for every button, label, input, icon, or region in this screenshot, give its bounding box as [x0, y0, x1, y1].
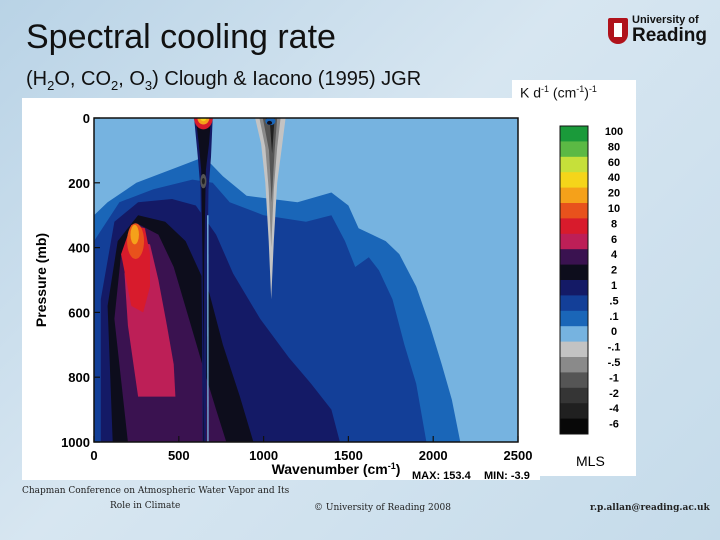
y-tick-label: 200: [68, 176, 90, 191]
slide-subtitle: (H2O, CO2, O3) Clough & Iacono (1995) JG…: [26, 68, 422, 93]
colorbar-swatch: [560, 310, 588, 327]
colorbar-level-label: 80: [608, 141, 620, 153]
colorbar-frame: [559, 125, 589, 435]
x-tick-label: 2500: [504, 448, 533, 463]
colorbar-swatch: [560, 387, 588, 404]
colorbar-level-label: 20: [608, 188, 620, 200]
max-label: MAX: 153.4: [412, 470, 472, 482]
slide-title: Spectral cooling rate: [26, 18, 336, 56]
colorbar-swatch: [560, 249, 588, 266]
colorbar-level-label: 1: [611, 280, 617, 292]
profile-label: MLS: [576, 453, 605, 469]
footer-conference-line2: Role in Climate: [110, 501, 181, 511]
colorbar-swatch: [560, 357, 588, 373]
colorbar-swatch: [560, 264, 588, 281]
o3-band-neg-4: [265, 118, 275, 154]
y-axis-label: Pressure (mb): [33, 233, 49, 327]
colorbar-swatch: [560, 156, 588, 173]
colorbar-level-label: 60: [608, 157, 620, 169]
co2-band-core: [195, 118, 211, 442]
colorbar-swatch: [560, 187, 588, 204]
y-axis: 0 200 400 600 800 1000: [61, 111, 100, 450]
colorbar-level-label: -.1: [608, 342, 621, 354]
colorbar-swatch: [560, 233, 588, 250]
colorbar-level-label: .1: [609, 311, 618, 323]
colorbar-swatch: [560, 218, 588, 235]
colorbar-swatch: [560, 418, 588, 435]
colorbar-swatch: [560, 126, 588, 142]
colorbar-level-label: 4: [611, 249, 618, 261]
o3-band-top-core: [266, 120, 273, 125]
co2-band-gap: [207, 215, 209, 442]
colorbar-swatch: [560, 172, 588, 189]
y-tick-label: 0: [83, 111, 90, 126]
o3-band-neg-0.5: [259, 118, 281, 248]
x-axis: 0 500 1000 1500 2000 2500: [90, 436, 532, 463]
y-tick-label: 800: [68, 370, 90, 385]
contour-20: [130, 224, 139, 245]
colorbar-level-label: 0: [611, 326, 617, 338]
x-tick-label: 0: [90, 448, 97, 463]
colorbar-level-label: -2: [609, 388, 619, 400]
colorbar-swatch: [560, 280, 588, 296]
university-logo: University of Reading: [608, 14, 708, 50]
crest-icon: [608, 18, 628, 44]
footer-conference-line1: Chapman Conference on Atmospheric Water …: [22, 486, 290, 496]
co2-band-top-40: [200, 118, 207, 122]
plot-frame: [93, 117, 519, 443]
colorbar: 100 80 60 40 20 10 8 6 4 2 1 .5 .1 0 -.1 -.5 -1 -2 -4 -6: [559, 125, 623, 435]
min-label: MIN: -3.9: [484, 470, 530, 482]
colorbar-level-label: 6: [611, 234, 617, 246]
colorbar-swatch: [560, 295, 588, 312]
footer-email[interactable]: r.p.allan@reading.ac.uk: [590, 503, 710, 513]
colorbar-swatch: [560, 341, 588, 358]
colorbar-units: K d-1 (cm-1)-1: [520, 84, 597, 101]
co2-band-warming-core: [201, 177, 205, 185]
colorbar-swatch: [560, 372, 588, 389]
y-tick-label: 400: [68, 241, 90, 256]
y-tick-label: 1000: [61, 435, 90, 450]
footer-copyright: © University of Reading 2008: [314, 503, 451, 513]
x-tick-label: 1000: [249, 448, 278, 463]
o3-band-neg-1: [262, 118, 278, 203]
x-axis-label: Wavenumber (cm-1): [272, 461, 401, 477]
y-tick-label: 600: [68, 305, 90, 320]
colorbar-level-label: .5: [609, 295, 618, 307]
colorbar-swatch: [560, 326, 588, 343]
colorbar-swatch: [560, 203, 588, 219]
x-tick-label: 2000: [419, 448, 448, 463]
x-tick-label: 500: [168, 448, 190, 463]
x-tick-label: 1500: [334, 448, 363, 463]
colorbar-swatch: [560, 403, 588, 420]
colorbar-level-label: 2: [611, 265, 617, 277]
colorbar-swatch: [560, 141, 588, 158]
colorbar-level-label: 40: [608, 172, 620, 184]
colorbar-level-label: 10: [608, 203, 620, 215]
colorbar-level-label: -4: [609, 403, 620, 415]
colorbar-level-label: 100: [605, 126, 623, 138]
colorbar-level-label: 8: [611, 218, 617, 230]
contour-fills: [94, 118, 461, 442]
colorbar-level-label: -.5: [608, 357, 621, 369]
colorbar-level-label: -6: [609, 419, 619, 431]
colorbar-level-label: -1: [609, 372, 619, 384]
